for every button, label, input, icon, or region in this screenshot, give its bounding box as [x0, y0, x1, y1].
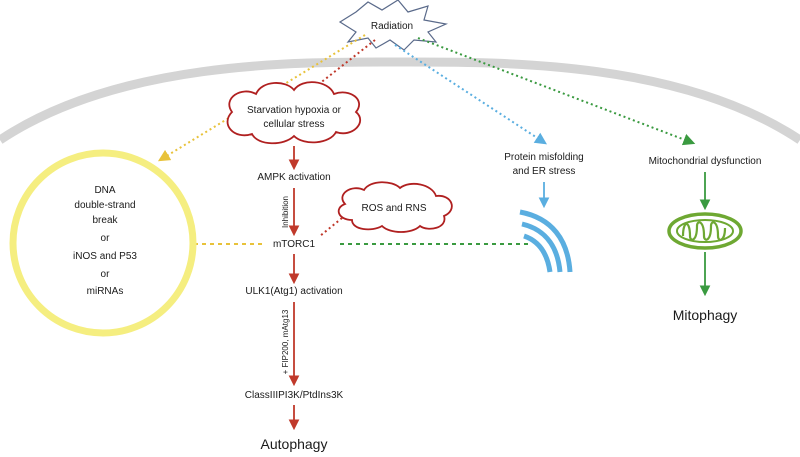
dna-line2: double-strand [74, 200, 135, 211]
dna-line4: or [101, 233, 111, 244]
dna-line3: break [92, 215, 118, 226]
mito-label: Mitochondrial dysfunction [649, 156, 762, 167]
dna-line7: miRNAs [87, 286, 124, 297]
starvation-line1: Starvation hypoxia or [247, 105, 342, 116]
autophagy-label: Autophagy [261, 436, 328, 452]
ros-label: ROS and RNS [361, 203, 426, 214]
ampk-label: AMPK activation [257, 172, 330, 183]
arrow-radiation-to-mito [417, 37, 696, 146]
protein-line1: Protein misfolding [504, 152, 583, 163]
mitophagy-label: Mitophagy [673, 307, 738, 323]
ulk1-label: ULK1(Atg1) activation [245, 286, 342, 297]
dna-line6: or [101, 269, 111, 280]
fip-label: + FIP200, mAtg13 [281, 309, 290, 374]
radiation-burst: Radiation [338, 0, 449, 51]
starvation-cloud: Starvation hypoxia or cellular stress [226, 81, 362, 145]
inhibition-label: Inhibition [281, 196, 290, 228]
dna-line5: iNOS and P53 [73, 251, 137, 262]
er-icon [519, 209, 573, 273]
nucleus-circle [9, 149, 197, 337]
mitochondria-icon [667, 212, 743, 250]
protein-line2: and ER stress [513, 166, 576, 177]
ros-cloud: ROS and RNS [337, 181, 453, 233]
radiation-label: Radiation [371, 21, 413, 32]
class3-label: ClassIIIPI3K/PtdIns3K [245, 390, 344, 401]
ros-to-mtorc1-dotted [319, 217, 343, 237]
starvation-line2: cellular stress [263, 119, 324, 130]
dna-line1: DNA [94, 185, 115, 196]
mtorc1-label: mTORC1 [273, 239, 315, 250]
cell-membrane [0, 57, 800, 144]
